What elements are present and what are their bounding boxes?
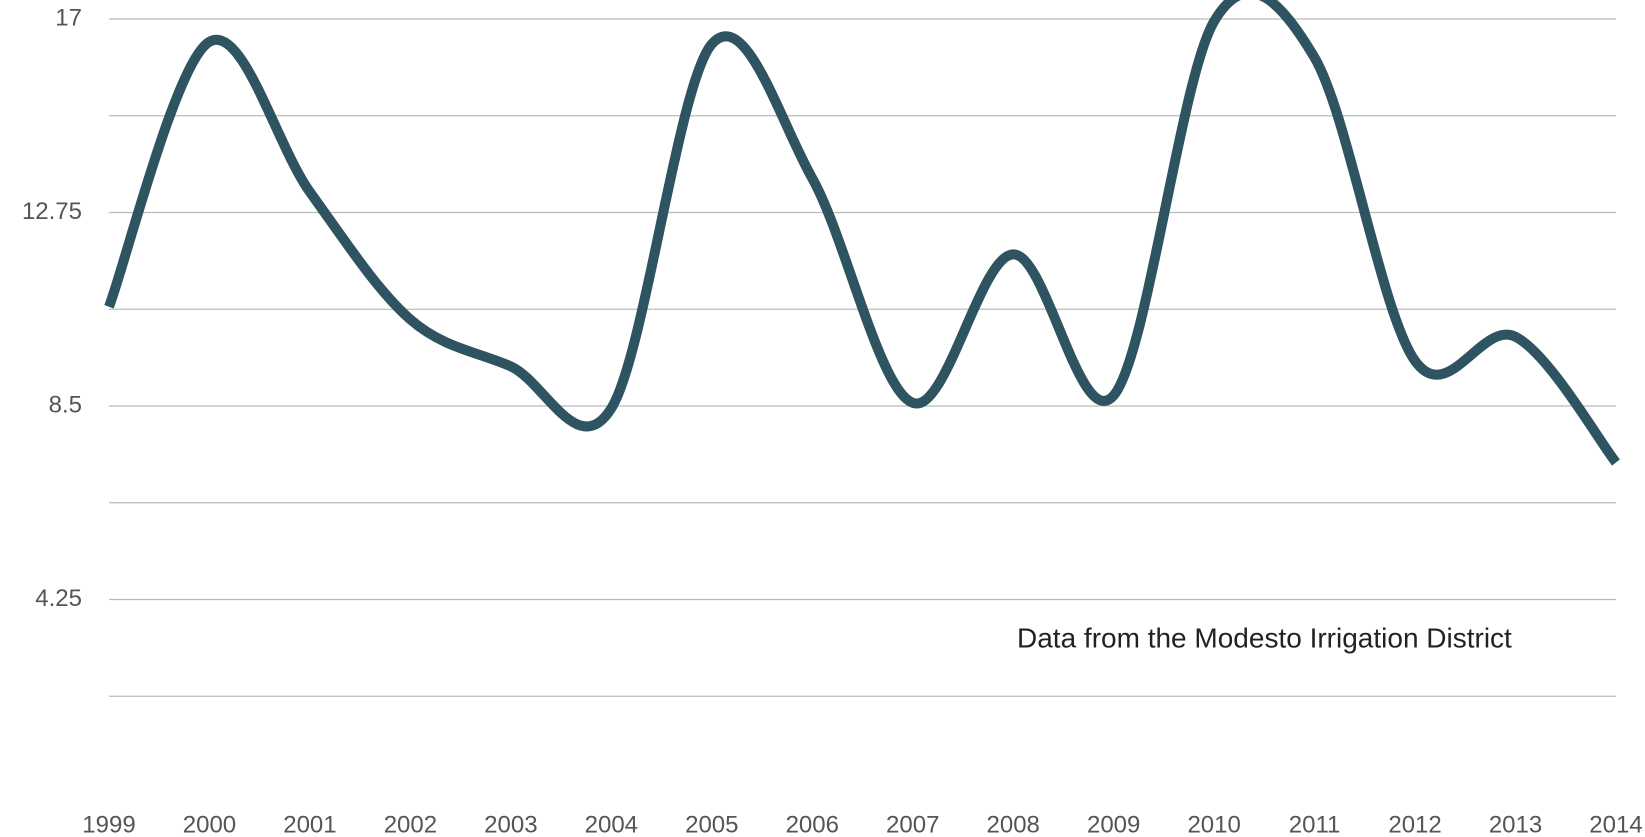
y-tick-label: 4.25 (35, 585, 82, 612)
x-tick-label: 2009 (1087, 811, 1140, 837)
x-tick-label: 2003 (484, 811, 537, 837)
y-tick-label: 12.75 (22, 198, 82, 225)
x-tick-label: 2006 (786, 811, 839, 837)
line (104, 0, 1620, 466)
x-tick-label: 2010 (1187, 811, 1240, 837)
x-tick-label: 2001 (283, 811, 336, 837)
x-tick-label: 2013 (1489, 811, 1542, 837)
x-tick-label: 2008 (987, 811, 1040, 837)
x-tick-label: 2012 (1388, 811, 1441, 837)
x-tick-label: 2011 (1289, 811, 1341, 837)
x-tick-label: 2007 (886, 811, 939, 837)
x-tick-label: 2000 (183, 811, 236, 837)
y-tick-label: 17 (55, 4, 82, 31)
annotation: Data from the Modesto Irrigation Distric… (1017, 622, 1512, 653)
x-tick-label: 1999 (82, 811, 135, 837)
x-tick-label: 2014 (1589, 811, 1642, 837)
x-tick-label: 2002 (384, 811, 437, 837)
x-tick-label: 2004 (585, 811, 638, 837)
y-tick-label: 8.5 (49, 391, 82, 418)
x-tick-label: 2005 (685, 811, 738, 837)
